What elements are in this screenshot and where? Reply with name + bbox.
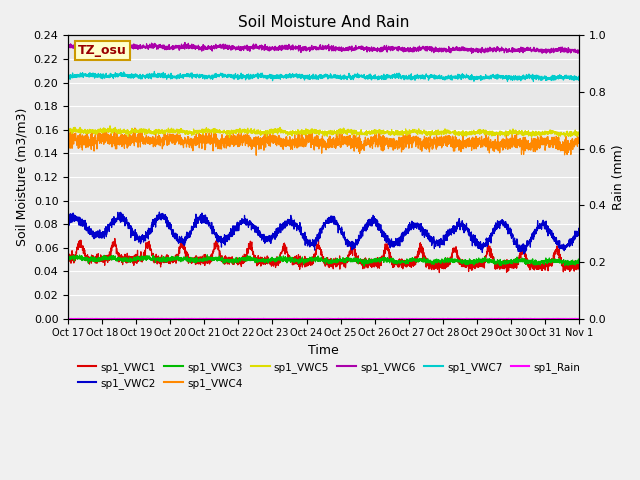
X-axis label: Time: Time <box>308 344 339 357</box>
Y-axis label: Rain (mm): Rain (mm) <box>612 144 625 210</box>
Title: Soil Moisture And Rain: Soil Moisture And Rain <box>238 15 409 30</box>
Text: TZ_osu: TZ_osu <box>78 44 127 57</box>
Legend: sp1_VWC1, sp1_VWC2, sp1_VWC3, sp1_VWC4, sp1_VWC5, sp1_VWC6, sp1_VWC7, sp1_Rain: sp1_VWC1, sp1_VWC2, sp1_VWC3, sp1_VWC4, … <box>74 358 584 393</box>
Y-axis label: Soil Moisture (m3/m3): Soil Moisture (m3/m3) <box>15 108 28 246</box>
